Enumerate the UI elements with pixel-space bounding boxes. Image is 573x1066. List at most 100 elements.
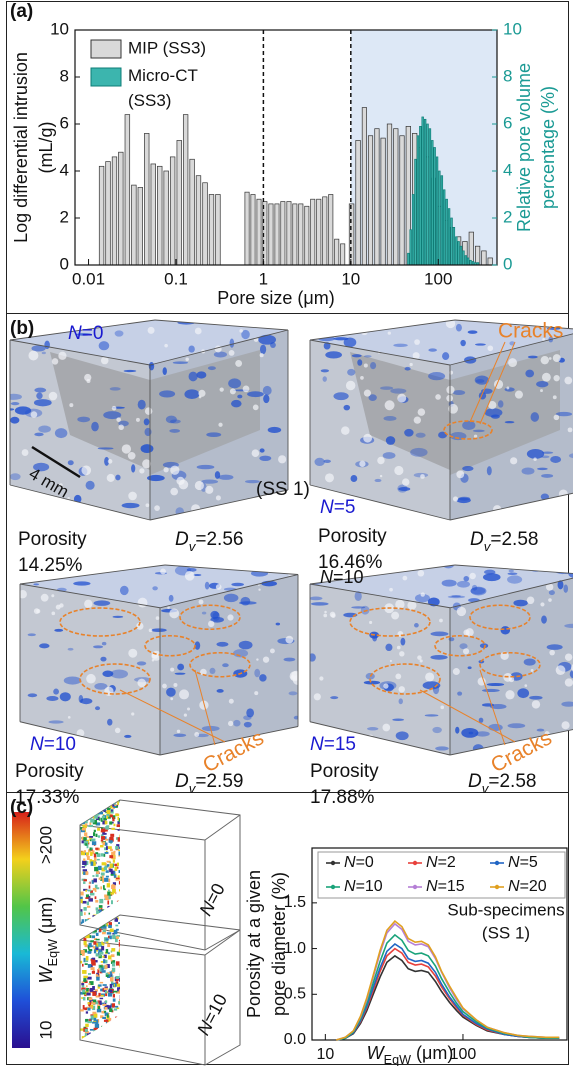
grain: [515, 391, 523, 399]
pore: [278, 745, 285, 750]
pore-voxel: [117, 901, 120, 905]
grain: [385, 400, 395, 410]
colorbar-tick-label: 10: [36, 1021, 55, 1040]
fractal-dimension: Dv=2.56: [175, 529, 243, 554]
grain: [115, 728, 121, 734]
cube-left: [310, 584, 450, 755]
grain: [533, 457, 536, 460]
pore: [239, 601, 257, 604]
pore: [68, 648, 74, 651]
grain: [31, 411, 38, 418]
pore-voxel: [121, 1010, 123, 1013]
pore-voxel: [107, 861, 111, 863]
grain: [531, 669, 534, 672]
grain: [52, 358, 58, 364]
bar: [293, 204, 297, 265]
pore-voxel: [115, 892, 117, 894]
bar: [341, 244, 345, 265]
pore-voxel: [112, 935, 115, 939]
pore: [270, 342, 276, 348]
pore-voxel: [92, 841, 96, 845]
pore-network: [80, 800, 126, 929]
pore: [77, 417, 90, 423]
grain: [361, 328, 368, 335]
pore-voxel: [106, 1025, 109, 1027]
pore-voxel: [112, 817, 114, 821]
pore: [98, 447, 114, 449]
pore-voxel: [93, 878, 97, 882]
pore-voxel: [117, 824, 121, 827]
pore-voxel: [99, 952, 101, 956]
pore-voxel: [101, 920, 105, 923]
pore-voxel: [102, 805, 105, 809]
italic-n: N: [426, 854, 438, 871]
pore: [6, 394, 22, 400]
grain: [163, 467, 168, 472]
pore-voxel: [113, 824, 115, 826]
pore-voxel: [110, 977, 114, 981]
pore: [163, 367, 167, 375]
grain: [391, 612, 399, 620]
grain: [456, 470, 464, 478]
pore-voxel: [88, 898, 92, 901]
pore: [308, 653, 316, 661]
pore-voxel: [95, 802, 97, 806]
pore-voxel: [81, 800, 85, 802]
bar: [448, 209, 450, 265]
pore: [64, 676, 82, 684]
panel-label: (b): [10, 318, 34, 339]
porosity-label: Porosity: [18, 529, 87, 550]
grain: [254, 691, 258, 695]
pore-voxel: [121, 1011, 123, 1014]
pore: [196, 371, 206, 378]
pore: [455, 727, 459, 734]
n-value: =10: [356, 878, 383, 895]
pore-voxel: [120, 908, 123, 911]
pore: [231, 583, 244, 586]
pore-voxel: [85, 843, 87, 846]
pore-voxel: [83, 938, 86, 941]
pore: [541, 474, 553, 478]
pore-voxel: [90, 819, 94, 823]
bar: [323, 197, 327, 265]
pore: [380, 315, 390, 324]
pore-voxel: [91, 960, 95, 964]
y2-tick-label: 4: [503, 160, 512, 179]
grain: [319, 676, 323, 680]
pore-voxel: [83, 869, 87, 871]
pore: [48, 720, 63, 723]
pore: [28, 693, 38, 697]
pore-voxel: [99, 909, 101, 913]
pore-voxel: [102, 909, 104, 911]
grain: [164, 344, 168, 348]
pore: [100, 657, 106, 662]
bar: [387, 124, 392, 265]
pore-voxel: [84, 850, 86, 852]
pore-voxel: [107, 912, 111, 916]
pore-voxel: [91, 967, 95, 970]
pore: [399, 698, 403, 704]
pore: [237, 513, 254, 517]
pore-voxel: [82, 989, 85, 992]
grain: [364, 363, 368, 367]
pore-voxel: [89, 885, 91, 888]
pore: [364, 517, 381, 521]
pore-voxel: [95, 921, 98, 923]
bar: [488, 258, 493, 265]
pore-voxel: [107, 932, 111, 934]
overlay-label: N=10: [320, 567, 364, 587]
pore-voxel: [96, 943, 98, 946]
pore-voxel: [106, 876, 109, 878]
pore: [468, 330, 478, 334]
pore-voxel: [109, 912, 111, 915]
grain: [51, 594, 54, 597]
pore-voxel: [103, 885, 105, 889]
y2-tick-label: 2: [503, 207, 512, 226]
grain: [128, 452, 136, 460]
pore-voxel: [105, 1039, 109, 1043]
pore: [80, 698, 92, 704]
bar: [170, 157, 175, 265]
pore-voxel: [115, 867, 118, 871]
pore-voxel: [108, 955, 111, 959]
pore: [217, 689, 224, 693]
